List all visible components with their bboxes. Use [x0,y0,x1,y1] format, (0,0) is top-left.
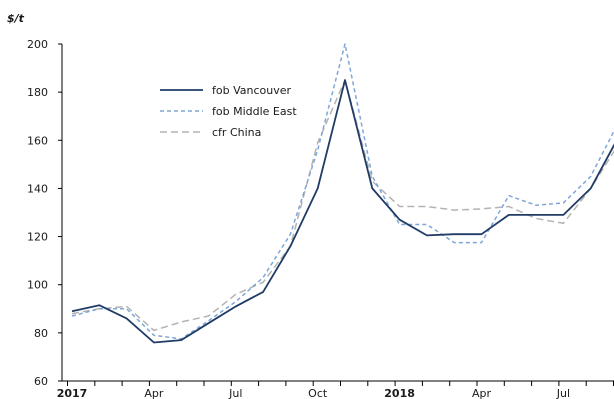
legend-label: cfr China [212,126,261,139]
y-tick-label: 100 [27,279,48,292]
y-tick-label: 140 [27,182,48,195]
series-line-fob-vancouver [71,79,614,344]
legend: fob Vancouver fob Middle East cfr China [160,84,297,139]
y-tick-label: 80 [34,327,48,340]
x-tick-label: Jul [556,387,570,399]
legend-label: fob Middle East [212,105,297,118]
y-axis: 60 80 100 120 140 160 180 200 [27,38,63,388]
y-tick-label: 180 [27,86,48,99]
y-unit-label: $/t [7,12,25,25]
y-tick-label: 160 [27,134,48,147]
series-layer [71,43,614,344]
y-tick-label: 120 [27,231,48,244]
series-line-fob-middle-east [71,43,614,340]
x-tick-label: 2017 [57,387,88,399]
y-tick-label: 60 [34,375,48,388]
x-tick-label: 2018 [384,387,415,399]
x-tick-label: Jul [228,387,242,399]
x-tick-label: Apr [472,387,492,399]
series-line-cfr-china [71,79,614,332]
legend-label: fob Vancouver [212,84,291,97]
x-tick-label: Apr [144,387,164,399]
x-tick-label: Oct [308,387,328,399]
y-tick-label: 200 [27,38,48,51]
x-axis: 2017 Apr Jul Oct 2018 Apr Jul [57,380,614,399]
